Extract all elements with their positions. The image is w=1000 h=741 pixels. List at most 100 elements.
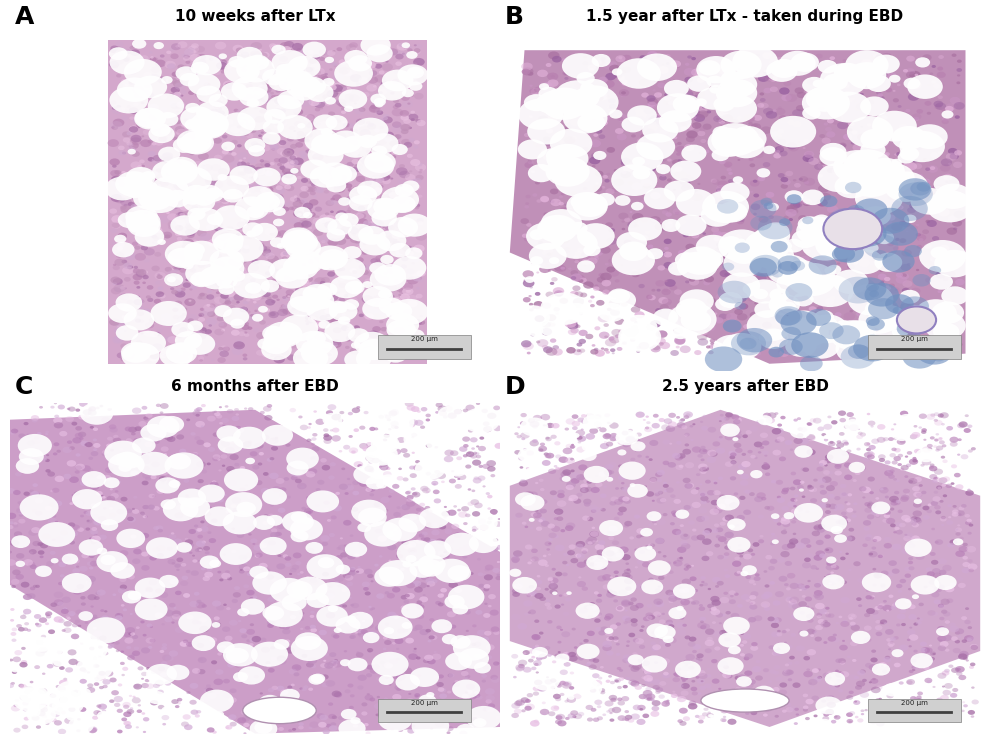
Circle shape [646,421,651,424]
Circle shape [731,461,736,465]
Circle shape [276,333,282,337]
Circle shape [228,259,236,265]
Circle shape [48,518,57,524]
Circle shape [857,288,864,293]
Circle shape [744,692,748,696]
Circle shape [105,467,114,473]
Circle shape [352,129,358,133]
Circle shape [117,52,121,54]
Circle shape [756,492,766,499]
Circle shape [45,459,50,462]
Circle shape [227,576,232,580]
Circle shape [836,236,844,242]
Circle shape [233,44,243,52]
Circle shape [344,58,348,61]
Circle shape [924,261,932,266]
Circle shape [271,46,277,50]
Circle shape [152,158,160,163]
Circle shape [206,688,214,693]
Circle shape [821,515,847,532]
Circle shape [604,628,613,634]
Circle shape [834,534,847,543]
Circle shape [67,408,70,410]
Circle shape [186,615,194,619]
Circle shape [731,197,739,202]
Circle shape [844,425,850,429]
Circle shape [143,72,152,78]
Circle shape [680,599,690,605]
Circle shape [290,45,295,48]
Circle shape [621,482,625,485]
Circle shape [134,76,167,99]
Circle shape [623,442,630,448]
Circle shape [901,221,910,227]
Circle shape [867,287,870,289]
Circle shape [495,443,503,449]
Circle shape [617,347,622,351]
Circle shape [292,43,303,50]
Circle shape [538,116,548,123]
Circle shape [708,714,713,717]
Circle shape [249,96,253,99]
Circle shape [79,539,103,556]
Circle shape [258,134,262,137]
Circle shape [30,637,52,652]
Circle shape [700,307,707,311]
Circle shape [679,465,684,468]
Circle shape [551,686,555,689]
Circle shape [573,165,579,170]
Circle shape [159,575,179,588]
Circle shape [521,340,532,348]
Circle shape [400,448,408,453]
Circle shape [883,59,888,63]
Circle shape [599,428,607,432]
Circle shape [251,152,255,155]
Circle shape [279,80,294,90]
Circle shape [721,236,742,250]
Circle shape [201,143,205,145]
Circle shape [496,545,503,550]
Circle shape [885,220,892,225]
Circle shape [694,325,701,330]
Circle shape [794,661,800,665]
Circle shape [837,677,840,679]
Circle shape [137,165,142,169]
Circle shape [916,349,924,353]
Circle shape [835,671,844,677]
Circle shape [395,638,403,644]
Circle shape [583,56,588,59]
Circle shape [419,565,426,569]
Circle shape [177,130,212,154]
Circle shape [636,719,646,725]
Circle shape [318,49,328,56]
Circle shape [918,305,922,307]
Circle shape [250,518,259,524]
Circle shape [332,660,338,664]
Circle shape [254,186,263,193]
Circle shape [664,490,667,492]
Circle shape [322,94,330,99]
Circle shape [830,560,835,563]
Circle shape [748,137,756,142]
Circle shape [557,720,567,726]
Circle shape [387,206,397,213]
Circle shape [901,548,910,554]
Circle shape [18,684,24,688]
Circle shape [262,82,266,85]
Circle shape [367,574,373,578]
Circle shape [933,323,960,341]
Circle shape [342,213,346,215]
Circle shape [930,436,935,439]
Circle shape [710,608,720,615]
Circle shape [327,90,338,98]
Circle shape [763,462,768,465]
Circle shape [250,278,256,282]
Circle shape [271,300,276,303]
Circle shape [133,86,144,94]
Circle shape [239,564,248,571]
Circle shape [241,441,248,445]
Circle shape [548,538,553,542]
Circle shape [664,239,672,244]
Circle shape [697,130,705,136]
Circle shape [761,127,772,134]
